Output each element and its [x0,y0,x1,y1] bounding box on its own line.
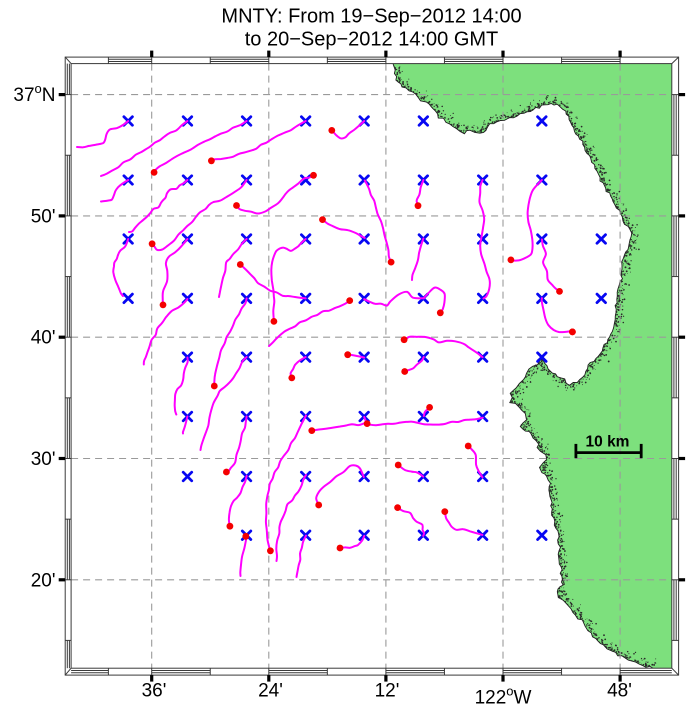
svg-text:to 20−Sep−2012 14:00 GMT: to 20−Sep−2012 14:00 GMT [245,28,499,50]
svg-text:122oW: 122oW [475,684,532,709]
svg-text:12': 12' [375,681,400,702]
svg-text:24': 24' [258,681,283,702]
svg-text:30': 30' [31,449,56,470]
svg-text:48': 48' [607,681,632,702]
svg-text:10 km: 10 km [586,434,630,451]
svg-text:40': 40' [31,328,56,349]
svg-text:20': 20' [31,570,56,591]
svg-text:50': 50' [31,206,56,227]
svg-text:MNTY: From 19−Sep−2012 14:00: MNTY: From 19−Sep−2012 14:00 [221,6,521,28]
svg-text:37oN: 37oN [13,81,55,106]
svg-text:36': 36' [142,681,167,702]
